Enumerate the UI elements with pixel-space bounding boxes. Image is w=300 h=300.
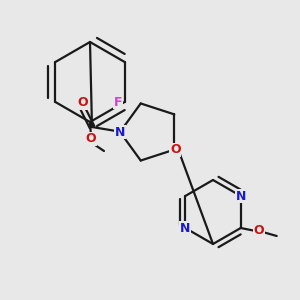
Text: N: N — [115, 125, 125, 139]
Text: N: N — [180, 221, 190, 235]
Text: F: F — [113, 95, 122, 109]
Text: O: O — [170, 143, 181, 156]
Text: O: O — [254, 224, 264, 238]
Text: N: N — [236, 190, 246, 202]
Text: O: O — [78, 97, 88, 110]
Text: O: O — [86, 133, 96, 146]
